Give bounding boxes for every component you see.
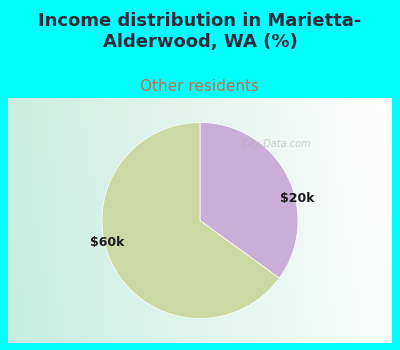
Wedge shape [102, 122, 279, 318]
Text: $60k: $60k [90, 225, 149, 248]
Text: City-Data.com: City-Data.com [241, 139, 311, 149]
Text: Other residents: Other residents [140, 79, 260, 94]
Wedge shape [200, 122, 298, 278]
Text: $20k: $20k [228, 189, 315, 205]
Text: Income distribution in Marietta-
Alderwood, WA (%): Income distribution in Marietta- Alderwo… [38, 12, 362, 51]
